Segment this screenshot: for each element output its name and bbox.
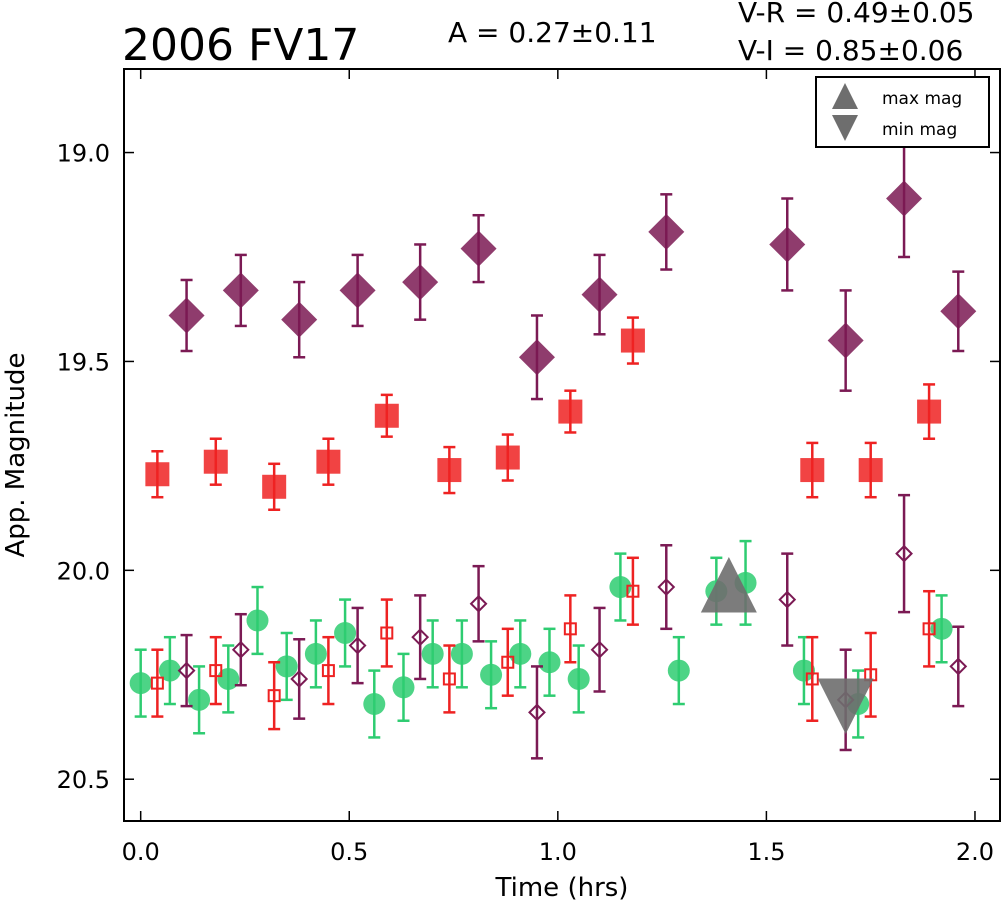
r-band-point: [917, 399, 942, 424]
r-band-corrected-point: [321, 664, 335, 678]
r-band-point: [800, 458, 825, 483]
y-tick-label: 20.0: [57, 557, 110, 585]
x-tick-label: 0.5: [330, 838, 368, 866]
i-band-corrected-point: [290, 670, 309, 688]
r-band-point: [858, 458, 883, 483]
v-band-point: [538, 651, 561, 674]
i-band-corrected-point: [528, 703, 546, 722]
v-band-point: [421, 642, 444, 665]
i-band-corrected-point: [778, 590, 797, 609]
r-band-corrected-point: [380, 626, 394, 640]
legend-label-max-mag: max mag: [882, 89, 962, 109]
v-r-annotation: V-R = 0.49±0.05: [738, 0, 974, 29]
r-band-point: [374, 403, 399, 428]
v-band-point: [188, 688, 211, 711]
i-band-corrected-point: [177, 661, 196, 680]
i-band-point: [222, 272, 259, 309]
i-band-corrected-point: [411, 628, 430, 647]
v-i-annotation: V-I = 0.85±0.06: [738, 34, 963, 67]
y-tick-label: 19.5: [57, 348, 110, 376]
r-band-corrected-point: [150, 676, 164, 690]
v-band-point: [334, 622, 357, 644]
r-band-corrected-point: [626, 584, 640, 598]
v-band-point: [275, 655, 298, 678]
i-band-point: [339, 272, 376, 309]
chart-title: 2006 FV17: [122, 20, 359, 71]
i-band-corrected-point: [895, 544, 913, 563]
v-band-point: [509, 642, 532, 665]
r-band-corrected-point: [563, 622, 577, 636]
v-band-point: [930, 617, 953, 640]
amplitude-annotation: A = 0.27±0.11: [448, 16, 657, 49]
i-band-point: [886, 180, 923, 217]
x-tick-label: 1.5: [747, 838, 785, 866]
i-band-corrected-point: [231, 640, 250, 659]
max-mag-legend-icon: [832, 83, 858, 109]
v-band-point: [304, 642, 327, 665]
legend-label-min-mag: min mag: [882, 120, 957, 140]
r-band-corrected-point: [922, 622, 936, 636]
v-band-point: [129, 672, 152, 695]
v-band-point: [392, 676, 415, 699]
x-tick-label: 1.0: [539, 838, 577, 866]
v-band-point: [363, 693, 386, 716]
v-band-point: [567, 667, 590, 690]
y-axis-label: App. Magnitude: [1, 352, 31, 557]
i-band-corrected-point: [469, 594, 488, 613]
i-band-point: [769, 226, 806, 263]
x-tick-label: 2.0: [956, 838, 994, 866]
r-band-corrected-point: [501, 655, 515, 669]
v-band-point: [667, 659, 690, 682]
v-band-point: [450, 642, 473, 665]
i-band-corrected-point: [590, 640, 609, 659]
r-band-point: [620, 328, 645, 353]
x-tick-label: 0.0: [122, 838, 160, 866]
min-mag-marker: [817, 678, 874, 735]
i-band-point: [402, 264, 439, 301]
max-mag-marker: [700, 557, 757, 613]
r-band-point: [316, 449, 341, 474]
legend: max mag min mag: [815, 76, 990, 148]
v-band-point: [158, 659, 181, 682]
i-band-point: [460, 230, 497, 267]
i-band-corrected-point: [949, 657, 968, 676]
i-band-point: [168, 297, 205, 334]
i-band-point: [827, 322, 864, 359]
i-band-point: [281, 301, 318, 338]
v-band-point: [480, 663, 503, 686]
r-band-point: [145, 462, 170, 487]
r-band-point: [203, 449, 228, 474]
i-band-corrected-point: [348, 636, 367, 655]
plot-frame: [123, 68, 1001, 822]
r-band-corrected-point: [442, 672, 456, 686]
plot-area: [129, 138, 977, 760]
axis-ticks: 0.0 0.5 1.0 1.5 2.0 19.0 19.5 20.0 20.5: [57, 69, 1000, 866]
v-band-point: [246, 609, 269, 632]
v-band-point: [792, 659, 815, 682]
r-band-corrected-point: [209, 664, 223, 678]
y-tick-label: 20.5: [57, 766, 110, 794]
i-band-point: [518, 339, 555, 376]
v-band-point: [217, 667, 240, 690]
min-mag-legend-icon: [832, 115, 858, 141]
v-band-point: [609, 576, 632, 599]
r-band-point: [558, 399, 583, 424]
r-band-corrected-point: [805, 672, 819, 686]
i-band-point: [648, 213, 685, 250]
r-band-point: [262, 474, 287, 499]
i-band-point: [581, 276, 618, 313]
i-band-corrected-point: [657, 578, 676, 596]
r-band-corrected-point: [267, 689, 281, 703]
i-band-point: [940, 293, 977, 330]
r-band-point: [437, 458, 462, 483]
r-band-point: [495, 445, 520, 470]
y-tick-label: 19.0: [57, 140, 110, 168]
x-axis-label: Time (hrs): [495, 873, 629, 903]
